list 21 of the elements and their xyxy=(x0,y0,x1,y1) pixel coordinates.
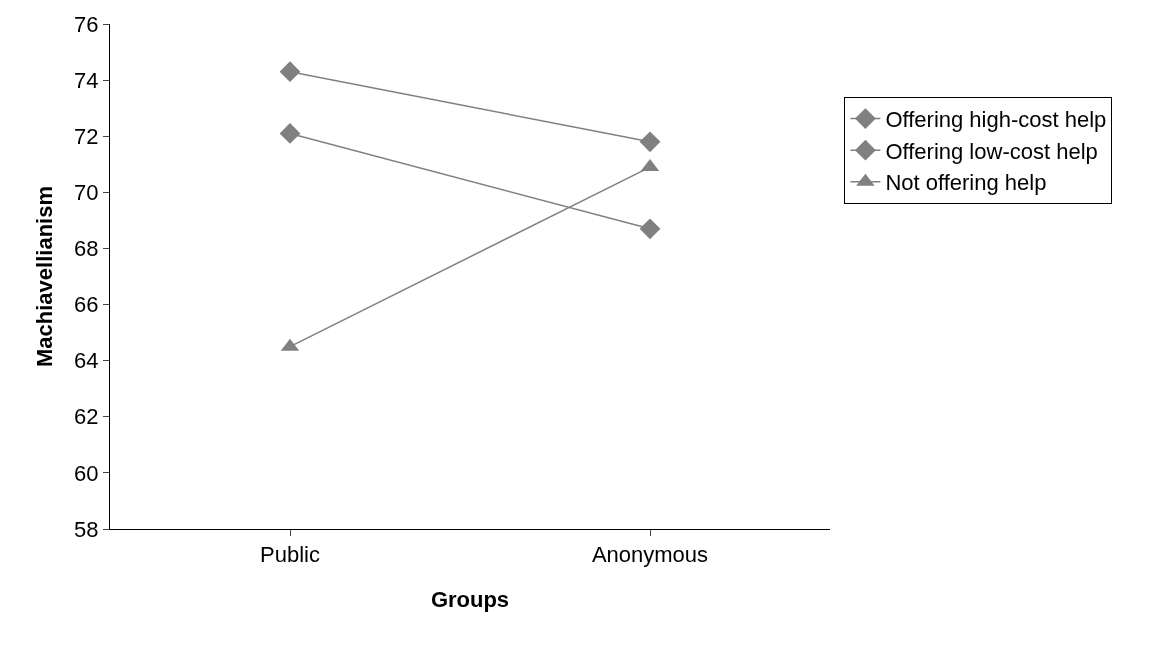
point xyxy=(639,218,661,240)
x-tick-label: Anonymous xyxy=(591,542,709,568)
y-tick-label: 68 xyxy=(74,236,99,262)
y-tick-label: 66 xyxy=(74,292,99,318)
y-tick-label: 64 xyxy=(74,348,99,374)
y-tick-label: 62 xyxy=(74,404,99,430)
y-tick-label: 74 xyxy=(74,67,99,93)
y-tick-label: 70 xyxy=(74,180,99,206)
x-tick-label: Public xyxy=(260,542,320,568)
y-tick-label: 58 xyxy=(74,516,99,542)
x-axis-title: Groups xyxy=(430,587,510,613)
point xyxy=(639,131,661,153)
legend-label: Not offering help xyxy=(885,170,1047,196)
legend-label: Offering high-cost help xyxy=(885,107,1107,133)
legend-label: Offering low-cost help xyxy=(885,138,1098,164)
y-tick-label: 72 xyxy=(74,123,99,149)
point xyxy=(279,61,301,83)
y-tick-label: 60 xyxy=(74,460,99,486)
y-tick-label: 76 xyxy=(74,11,99,37)
y-axis-title: Machiavellianism xyxy=(31,186,57,367)
point xyxy=(279,123,301,144)
